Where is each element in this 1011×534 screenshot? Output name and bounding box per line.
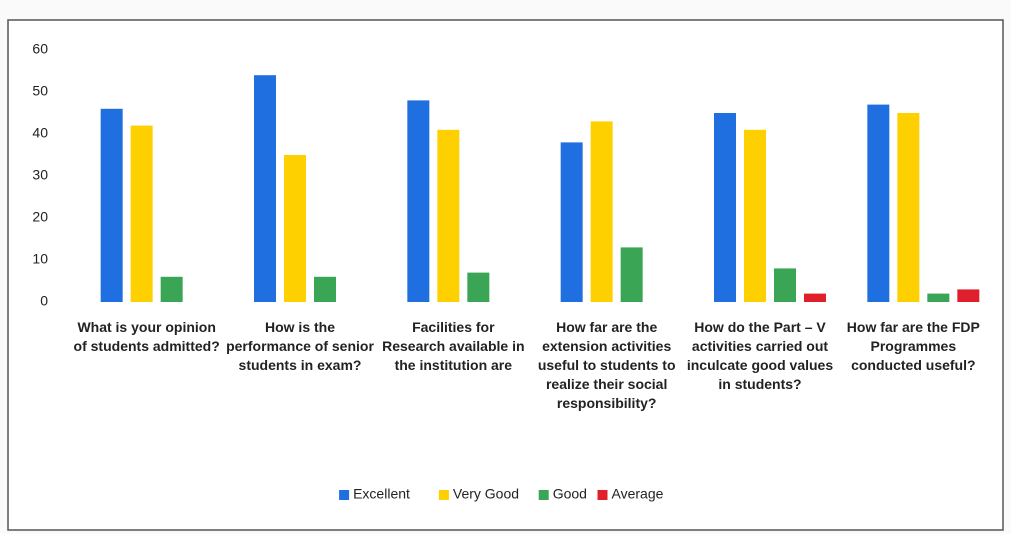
y-tick-label: 0 [40,293,48,309]
y-tick-label: 10 [32,251,48,267]
bar [100,108,123,302]
legend-swatch [538,490,549,500]
bar [957,289,980,302]
bar [467,272,490,302]
legend-label: Very Good [453,486,519,502]
bar [407,100,430,303]
bar [897,113,920,302]
bar [130,125,153,302]
bar [560,142,583,302]
legend-swatch [438,490,449,500]
legend-label: Average [612,486,664,502]
bar [160,276,183,302]
x-tick-label: How far are the FDP Programmes conducted… [846,319,980,373]
legend-label: Good [553,486,587,502]
bar [437,129,460,302]
y-tick-label: 50 [32,83,48,99]
bar [804,293,826,302]
y-tick-label: 60 [32,41,48,57]
bar [314,276,336,302]
legend-label: Excellent [353,486,410,502]
bar [927,293,950,302]
bar [714,113,736,302]
bar [744,129,766,302]
frame [7,19,1004,531]
bar [774,268,796,302]
legend-swatch [339,490,350,500]
bar [620,247,643,302]
y-tick-label: 40 [32,125,48,141]
bar [254,75,276,302]
bar [590,121,613,303]
y-tick-label: 30 [32,167,48,183]
bar [867,104,890,302]
bar [284,155,306,302]
legend-swatch [597,490,608,500]
y-tick-label: 20 [32,209,48,225]
x-tick-label: How far are the extension activities use… [537,319,676,411]
x-tick-label: Facilities for Research available in the… [382,319,525,373]
x-tick-label: How is the performance of senior student… [226,319,374,373]
x-tick-label: What is your opinion of students admitte… [73,319,220,354]
x-tick-label: How do the Part – V activities carried o… [686,319,834,392]
